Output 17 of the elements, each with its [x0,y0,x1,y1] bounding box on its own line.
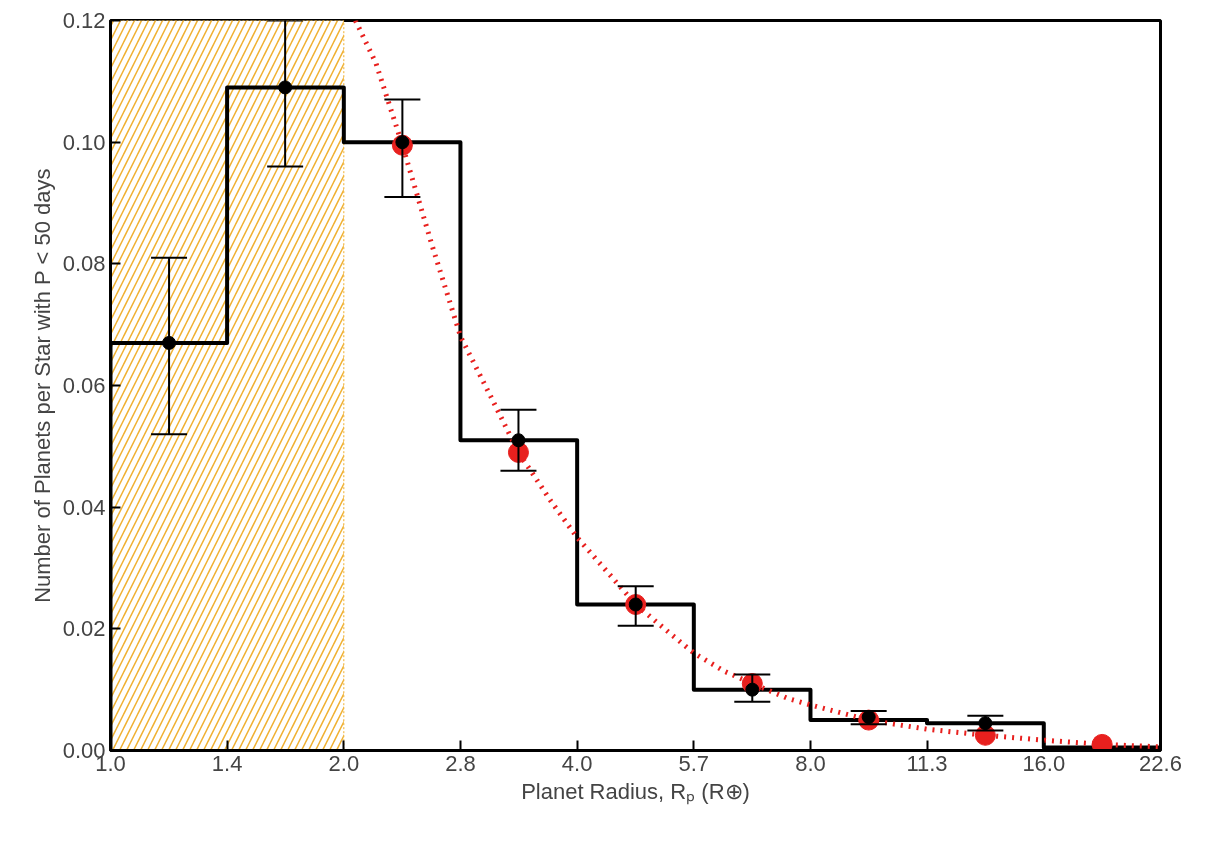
y-tick-label: 0.02 [62,616,106,642]
y-tick-label: 0.08 [62,251,106,277]
y-tick-label: 0.10 [62,129,106,155]
x-tick-label: 2.8 [445,750,476,776]
y-tick-label: 0.06 [62,373,106,398]
x-tick-label: 5.7 [678,750,710,776]
x-tick-label: 16.0 [1022,750,1066,776]
x-tick-label: 1.4 [211,750,243,776]
x-tick-label: 4.0 [561,750,593,776]
y-axis-title: Number of Planets per Star with P < 50 days [29,168,55,603]
y-tick-label: 0.12 [62,8,106,33]
x-tick-label: 2.0 [328,750,360,776]
x-tick-label: 8.0 [795,750,826,776]
y-tick-label: 0.04 [62,494,106,520]
x-axis-title: Planet Radius, Rₚ (R⊕) [521,778,750,805]
x-tick-label: 11.3 [906,750,948,776]
x-tick-label: 22.6 [1139,750,1182,776]
